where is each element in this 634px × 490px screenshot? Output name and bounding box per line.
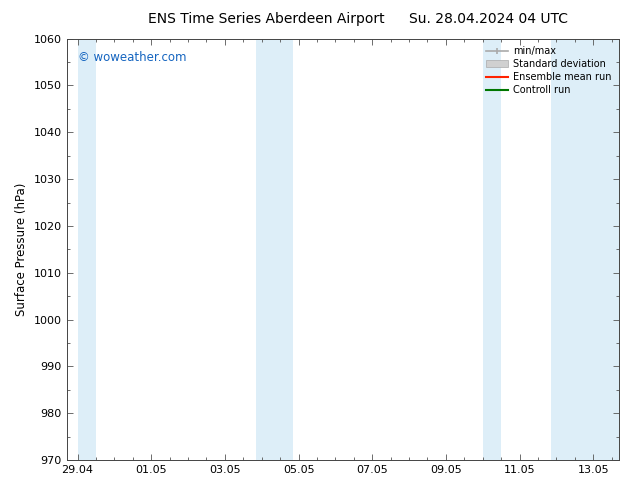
- Text: ENS Time Series Aberdeen Airport: ENS Time Series Aberdeen Airport: [148, 12, 385, 26]
- Bar: [77, 39, 96, 460]
- Text: Su. 28.04.2024 04 UTC: Su. 28.04.2024 04 UTC: [409, 12, 567, 26]
- Bar: [275, 39, 293, 460]
- Bar: [551, 39, 619, 460]
- Y-axis label: Surface Pressure (hPa): Surface Pressure (hPa): [15, 183, 28, 316]
- Legend: min/max, Standard deviation, Ensemble mean run, Controll run: min/max, Standard deviation, Ensemble me…: [484, 44, 614, 98]
- Text: © woweather.com: © woweather.com: [77, 51, 186, 64]
- Bar: [482, 39, 501, 460]
- Bar: [256, 39, 275, 460]
